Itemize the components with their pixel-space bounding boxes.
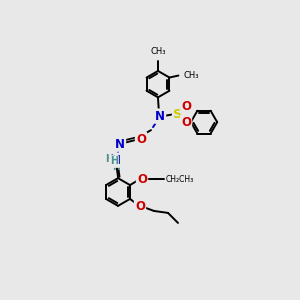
Text: H: H (105, 154, 113, 164)
Text: N: N (111, 154, 121, 166)
Text: CH₂CH₃: CH₂CH₃ (166, 175, 194, 184)
Text: O: O (181, 116, 191, 129)
Text: N: N (115, 138, 125, 151)
Text: O: O (181, 100, 191, 112)
Text: O: O (136, 133, 146, 146)
Text: S: S (173, 108, 183, 121)
Text: N: N (155, 110, 165, 123)
Text: CH₃: CH₃ (150, 47, 166, 56)
Text: H: H (110, 156, 118, 166)
Text: O: O (137, 172, 147, 186)
Text: O: O (181, 116, 191, 129)
Text: O: O (137, 172, 147, 186)
Text: S: S (173, 108, 183, 121)
Text: N: N (115, 138, 125, 151)
Text: H: H (112, 163, 120, 172)
Text: N: N (155, 110, 165, 123)
Text: O: O (135, 200, 145, 213)
Text: H: H (104, 156, 112, 165)
Text: O: O (136, 133, 146, 146)
Text: O: O (181, 100, 191, 112)
Text: N: N (111, 154, 121, 166)
Text: CH₃: CH₃ (183, 71, 199, 80)
Text: O: O (135, 200, 145, 213)
